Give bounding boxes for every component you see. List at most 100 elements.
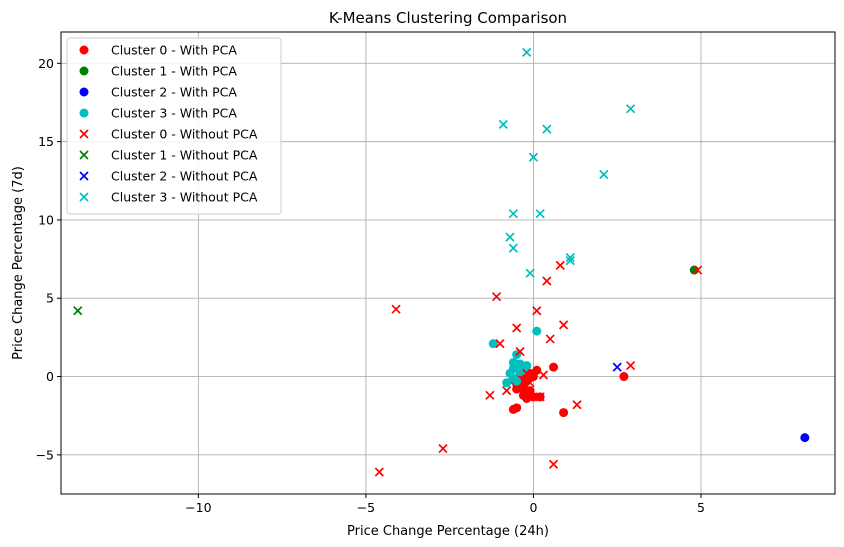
- data-point: [555, 260, 565, 270]
- data-point: [512, 376, 522, 386]
- data-point: [542, 276, 552, 286]
- series-7: [498, 47, 636, 278]
- legend-label: Cluster 2 - With PCA: [111, 85, 237, 100]
- data-point: [522, 47, 532, 57]
- data-points: [73, 47, 810, 477]
- data-point: [522, 368, 532, 379]
- x-axis-label: Price Change Percentage (24h): [347, 524, 549, 539]
- legend-marker: [79, 108, 89, 118]
- data-point: [549, 362, 559, 372]
- data-point: [495, 339, 505, 349]
- x-tick-label: 0: [529, 500, 537, 515]
- plot-frame: [60, 31, 836, 495]
- data-point: [515, 346, 525, 357]
- legend-entry: Cluster 2 - Without PCA: [79, 169, 258, 184]
- series-6: [612, 362, 622, 372]
- data-point: [512, 323, 522, 333]
- legend-label: Cluster 1 - Without PCA: [111, 148, 258, 163]
- legend-marker: [79, 45, 89, 55]
- legend-label: Cluster 3 - With PCA: [111, 106, 237, 121]
- legend-box: [66, 37, 282, 215]
- data-point: [565, 256, 575, 266]
- y-tick-label: −5: [36, 447, 54, 462]
- data-point: [525, 268, 535, 278]
- data-point: [438, 443, 448, 454]
- x-tick-label: −5: [357, 500, 375, 515]
- data-point: [599, 169, 609, 180]
- data-point: [548, 459, 559, 469]
- data-point: [532, 306, 542, 316]
- data-point: [545, 334, 555, 344]
- data-point: [488, 339, 498, 349]
- y-tick-label: 10: [38, 212, 54, 227]
- data-point: [626, 104, 636, 114]
- y-tick-label: 15: [38, 134, 54, 149]
- chart-title: K-Means Clustering Comparison: [329, 9, 567, 27]
- legend-label: Cluster 0 - With PCA: [111, 43, 237, 58]
- data-point: [518, 384, 528, 394]
- data-point: [508, 243, 518, 253]
- legend-marker: [79, 171, 89, 181]
- data-point: [525, 378, 535, 388]
- legend-label: Cluster 0 - Without PCA: [111, 127, 258, 142]
- y-tick-label: 20: [38, 56, 54, 71]
- data-point: [532, 326, 542, 336]
- y-tick-label: 5: [46, 291, 54, 306]
- legend-entry: Cluster 0 - With PCA: [79, 43, 237, 58]
- x-axis-ticks: −10 −5 0 5: [185, 494, 705, 515]
- series-0: [508, 362, 629, 418]
- data-point: [374, 467, 384, 477]
- series-4: [374, 260, 703, 477]
- data-point: [502, 386, 512, 396]
- data-point: [542, 124, 552, 134]
- data-point: [572, 400, 582, 410]
- data-point: [532, 365, 542, 375]
- data-point: [485, 390, 495, 400]
- legend-marker: [79, 66, 89, 76]
- legend-label: Cluster 3 - Without PCA: [111, 190, 258, 205]
- legend-marker: [79, 129, 89, 139]
- data-point: [559, 408, 569, 418]
- legend-marker: [79, 87, 89, 97]
- series-5: [73, 306, 83, 316]
- legend-entry: Cluster 1 - With PCA: [79, 64, 237, 79]
- legend-entry: Cluster 3 - With PCA: [79, 106, 237, 121]
- data-point: [498, 119, 508, 130]
- x-tick-label: 5: [697, 500, 705, 515]
- data-point: [512, 403, 522, 413]
- data-point: [508, 209, 518, 219]
- data-point: [391, 304, 401, 314]
- legend-marker: [79, 150, 89, 160]
- data-point: [693, 265, 703, 275]
- legend-entry: Cluster 2 - With PCA: [79, 85, 237, 100]
- x-tick-label: −10: [185, 500, 211, 515]
- y-tick-label: 0: [46, 369, 54, 384]
- data-point: [612, 362, 622, 372]
- data-point: [502, 378, 512, 388]
- data-point: [528, 152, 539, 162]
- legend-marker: [79, 192, 89, 202]
- data-point: [626, 360, 636, 371]
- legend-label: Cluster 2 - Without PCA: [111, 169, 258, 184]
- legend-label: Cluster 1 - With PCA: [111, 64, 237, 79]
- data-point: [525, 386, 535, 396]
- data-point: [505, 232, 515, 242]
- data-point: [535, 209, 545, 219]
- legend-entry: Cluster 1 - Without PCA: [79, 148, 258, 163]
- data-point: [535, 392, 545, 402]
- y-axis-ticks: −5 0 5 10 15 20: [36, 56, 61, 462]
- data-point: [518, 390, 528, 400]
- data-point: [538, 370, 549, 380]
- data-point: [619, 372, 629, 382]
- grid-lines: [61, 32, 835, 494]
- series-2: [800, 433, 810, 443]
- legend: Cluster 0 - With PCA Cluster 1 - With PCA…: [66, 37, 282, 215]
- legend-entry: Cluster 0 - Without PCA: [79, 127, 258, 142]
- data-point: [800, 433, 810, 443]
- data-point: [73, 306, 83, 316]
- data-point: [491, 292, 502, 302]
- series-3: [488, 326, 542, 388]
- data-point: [508, 357, 518, 367]
- y-axis-label: Price Change Percentage (7d): [11, 166, 26, 360]
